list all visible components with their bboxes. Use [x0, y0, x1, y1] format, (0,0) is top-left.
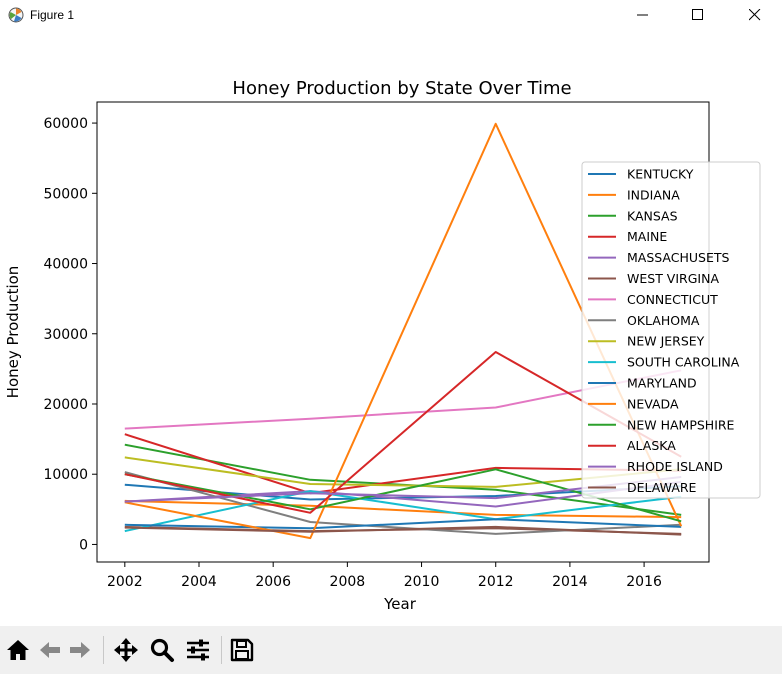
x-tick-label: 2008: [330, 574, 366, 590]
zoom-icon: [150, 638, 174, 662]
toolbar-separator: [221, 636, 222, 664]
legend-label: NEW JERSEY: [627, 334, 705, 349]
legend-label: OKLAHOMA: [627, 313, 700, 328]
figure-canvas: Honey Production by State Over Time 2002…: [4, 78, 761, 613]
y-axis-label: Honey Production: [4, 266, 22, 399]
configure-subplots-button[interactable]: [184, 636, 212, 664]
y-axis: 0 10000 20000 30000 40000 50000 60000: [43, 116, 97, 553]
legend-label: NEW HAMPSHIRE: [627, 417, 735, 432]
back-button[interactable]: [36, 636, 64, 664]
y-tick-label: 60000: [43, 116, 88, 132]
maximize-button[interactable]: [675, 0, 721, 32]
chart-title: Honey Production by State Over Time: [232, 78, 571, 99]
series-line-1: [124, 499, 682, 519]
y-tick-label: 40000: [43, 257, 88, 273]
configure-subplots-icon: [187, 639, 209, 661]
legend: KENTUCKY INDIANA KANSAS MAINE MASSACHUSETS WE…: [581, 161, 761, 499]
x-tick-label: 2014: [552, 574, 588, 590]
y-tick-label: 0: [79, 537, 88, 553]
legend-label: ALASKA: [627, 438, 676, 453]
series-line-9: [124, 490, 682, 533]
forward-button[interactable]: [66, 636, 94, 664]
zoom-button[interactable]: [148, 636, 176, 664]
legend-label: RHODE ISLAND: [627, 459, 723, 474]
matplotlib-icon: [8, 7, 24, 23]
save-icon: [230, 638, 254, 662]
legend-label: MAINE: [627, 229, 667, 244]
close-icon: [749, 9, 761, 21]
x-tick-label: 2004: [181, 574, 217, 590]
forward-icon: [70, 642, 90, 658]
back-icon: [40, 642, 60, 658]
legend-label: NEVADA: [627, 396, 679, 411]
legend-label: DELAWARE: [627, 480, 697, 495]
maximize-icon: [692, 9, 703, 20]
close-button[interactable]: [732, 0, 778, 32]
legend-label: KANSAS: [627, 208, 678, 223]
x-tick-label: 2002: [107, 574, 143, 590]
home-button[interactable]: [4, 636, 32, 664]
legend-label: INDIANA: [627, 187, 680, 202]
series-line-15: [124, 525, 682, 536]
x-axis-label: Year: [383, 595, 417, 613]
minimize-button[interactable]: [620, 0, 666, 32]
y-tick-label: 50000: [43, 186, 88, 202]
legend-label: SOUTH CAROLINA: [627, 355, 740, 370]
x-tick-label: 2010: [404, 574, 440, 590]
y-tick-label: 30000: [43, 327, 88, 343]
toolbar-separator: [103, 636, 104, 664]
legend-label: MASSACHUSETS: [627, 250, 730, 265]
x-tick-label: 2012: [478, 574, 514, 590]
save-button[interactable]: [228, 636, 256, 664]
x-tick-label: 2016: [626, 574, 662, 590]
x-tick-label: 2006: [255, 574, 291, 590]
legend-box: [581, 161, 761, 499]
minimize-icon: [637, 14, 648, 16]
legend-label: MARYLAND: [627, 376, 697, 391]
pan-button[interactable]: [112, 636, 140, 664]
home-icon: [7, 640, 29, 660]
legend-label: CONNECTICUT: [627, 292, 718, 307]
pan-icon: [114, 638, 138, 662]
window-titlebar: Figure 1: [0, 0, 782, 34]
series-line-10: [124, 518, 682, 530]
navigation-toolbar: [0, 626, 782, 674]
y-tick-label: 20000: [43, 397, 88, 413]
legend-label: WEST VIRGINA: [627, 271, 719, 286]
y-tick-label: 10000: [43, 467, 88, 483]
x-axis: 2002 2004 2006 2008 2010 2012 2014 2016: [107, 562, 662, 590]
legend-label: KENTUCKY: [627, 167, 694, 182]
window-title: Figure 1: [30, 8, 75, 22]
